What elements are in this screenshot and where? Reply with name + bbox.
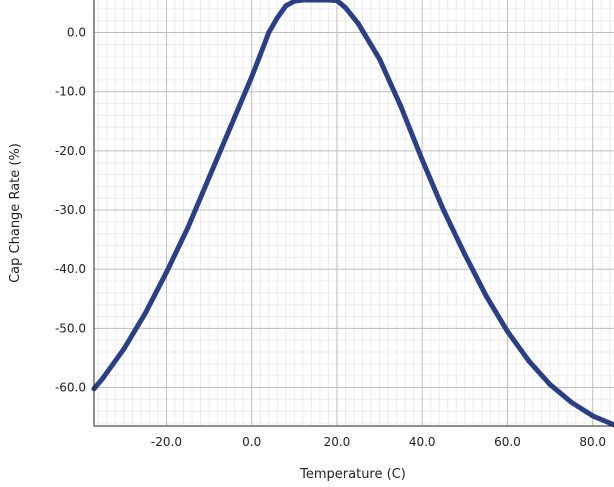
- series-point: [568, 399, 574, 405]
- minor-grid: [94, 0, 614, 426]
- major-grid: [94, 0, 614, 426]
- y-axis-label: Cap Change Rate (%): [8, 143, 23, 283]
- y-tick-labels: 0.0 -10.0 -20.0 -30.0 -40.0 -50.0 -60.0: [55, 26, 86, 395]
- series-point: [441, 207, 446, 213]
- series-point: [283, 3, 289, 9]
- series-point: [526, 358, 532, 364]
- x-tick-labels: -20.0 0.0 20.0 40.0 60.0 80.0: [151, 435, 606, 449]
- series-point: [227, 124, 233, 130]
- series-point: [343, 5, 348, 11]
- series-point: [419, 157, 425, 163]
- series-point: [274, 15, 280, 21]
- series-point: [164, 269, 169, 275]
- series-point: [377, 56, 383, 62]
- series-point: [325, 0, 331, 3]
- series-point: [547, 382, 553, 388]
- series-point: [398, 104, 404, 109]
- series-point: [100, 376, 105, 382]
- series-layer: [91, 0, 614, 428]
- y-tick-label: -60.0: [55, 381, 86, 395]
- series-point: [504, 328, 510, 334]
- y-tick-label: -50.0: [55, 321, 86, 335]
- x-tick-label: 60.0: [494, 435, 521, 449]
- series-point: [257, 52, 263, 58]
- series-point: [249, 74, 255, 80]
- x-tick-label: -20.0: [151, 435, 182, 449]
- x-tick-label: 0.0: [242, 435, 261, 449]
- series-point: [317, 0, 323, 3]
- series-point: [483, 293, 489, 299]
- x-axis-label: Temperature (C): [299, 467, 406, 482]
- series-point: [300, 0, 306, 3]
- series-point: [266, 30, 272, 35]
- y-tick-label: -20.0: [55, 144, 86, 158]
- x-tick-label: 80.0: [579, 435, 606, 449]
- series-point: [308, 0, 314, 3]
- plot-area: [91, 0, 614, 428]
- series-point: [206, 175, 212, 180]
- series-line: [91, 0, 614, 428]
- series-point: [185, 225, 191, 231]
- y-tick-label: -30.0: [55, 203, 86, 217]
- x-tick-label: 40.0: [409, 435, 436, 449]
- y-tick-label: -10.0: [55, 85, 86, 99]
- series-point: [334, 0, 340, 4]
- series-point: [355, 21, 361, 27]
- series-point: [142, 311, 148, 317]
- series-point: [291, 0, 297, 4]
- y-tick-label: -40.0: [55, 262, 86, 276]
- series-point: [121, 346, 127, 352]
- x-tick-label: 20.0: [324, 435, 351, 449]
- y-tick-label: 0.0: [67, 26, 86, 40]
- series-point: [590, 413, 596, 419]
- series-point: [462, 251, 468, 257]
